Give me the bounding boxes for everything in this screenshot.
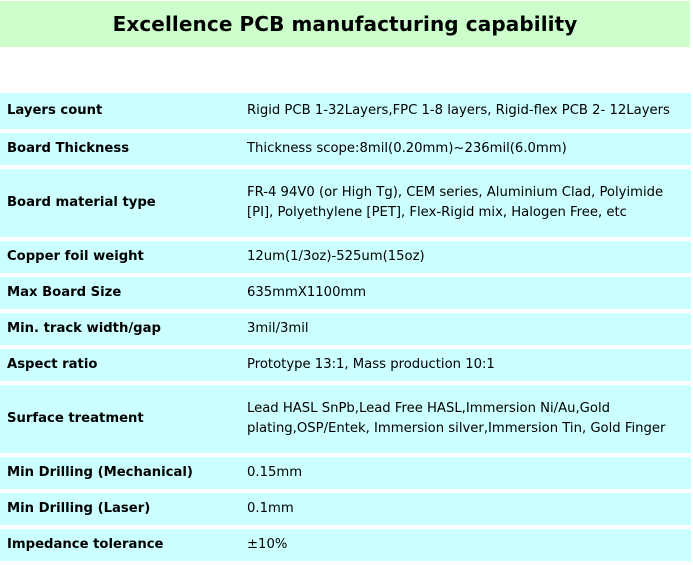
row-label: Layers count: [0, 93, 237, 129]
table-row: Min. track width/gap 3mil/3mil: [0, 313, 691, 345]
table-row: Board material type FR-4 94V0 (or High T…: [0, 169, 691, 237]
row-label: Surface treatment: [0, 385, 237, 453]
row-value: 635mmX1100mm: [237, 277, 691, 309]
table-row: Board Thickness Thickness scope:8mil(0.2…: [0, 133, 691, 165]
capability-table: Layers count Rigid PCB 1-32Layers,FPC 1-…: [0, 89, 691, 565]
row-label: Aspect ratio: [0, 349, 237, 381]
row-value: 0.15mm: [237, 457, 691, 489]
row-value: Thickness scope:8mil(0.20mm)~236mil(6.0m…: [237, 133, 691, 165]
row-label: Min Drilling (Laser): [0, 493, 237, 525]
table-row: Copper foil weight 12um(1/3oz)-525um(15o…: [0, 241, 691, 273]
title-banner: Excellence PCB manufacturing capability: [0, 1, 690, 47]
table-row: Surface treatment Lead HASL SnPb,Lead Fr…: [0, 385, 691, 453]
row-label: Board Thickness: [0, 133, 237, 165]
row-value: FR-4 94V0 (or High Tg), CEM series, Alum…: [237, 169, 691, 237]
row-value: 0.1mm: [237, 493, 691, 525]
table-row: Max Board Size 635mmX1100mm: [0, 277, 691, 309]
row-value: Rigid PCB 1-32Layers,FPC 1-8 layers, Rig…: [237, 93, 691, 129]
row-label: Min Drilling (Mechanical): [0, 457, 237, 489]
row-value: Prototype 13:1, Mass production 10:1: [237, 349, 691, 381]
row-value: 3mil/3mil: [237, 313, 691, 345]
row-label: Impedance tolerance: [0, 529, 237, 561]
table-row: Layers count Rigid PCB 1-32Layers,FPC 1-…: [0, 93, 691, 129]
row-label: Board material type: [0, 169, 237, 237]
table-row: Min Drilling (Laser) 0.1mm: [0, 493, 691, 525]
row-value: ±10%: [237, 529, 691, 561]
row-label: Min. track width/gap: [0, 313, 237, 345]
row-value: 12um(1/3oz)-525um(15oz): [237, 241, 691, 273]
table-row: Aspect ratio Prototype 13:1, Mass produc…: [0, 349, 691, 381]
table-row: Impedance tolerance ±10%: [0, 529, 691, 561]
page-title: Excellence PCB manufacturing capability: [112, 12, 578, 36]
table-row: Min Drilling (Mechanical) 0.15mm: [0, 457, 691, 489]
row-value: Lead HASL SnPb,Lead Free HASL,Immersion …: [237, 385, 691, 453]
row-label: Max Board Size: [0, 277, 237, 309]
row-label: Copper foil weight: [0, 241, 237, 273]
